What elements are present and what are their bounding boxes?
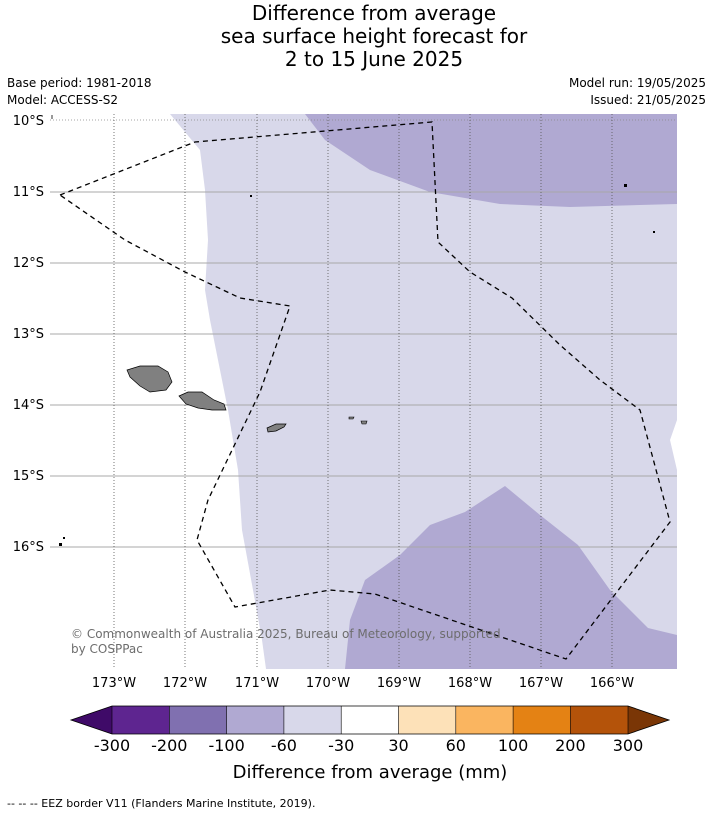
- colorbar-bin-2: [169, 706, 227, 734]
- lon-label-168w: 168°W: [448, 676, 492, 691]
- lat-label-10s: 10°S: [13, 114, 44, 129]
- lon-label-169w: 169°W: [377, 676, 421, 691]
- colorbar-tick-label: -60: [271, 736, 297, 755]
- lat-label-16s: 16°S: [13, 540, 44, 555]
- lat-label-15s: 15°S: [13, 469, 44, 484]
- lon-label-166w: 166°W: [590, 676, 634, 691]
- small-island: [653, 231, 655, 233]
- lat-label-12s: 12°S: [13, 256, 44, 271]
- eez-footnote: -- -- -- EEZ border V11 (Flanders Marine…: [7, 797, 316, 810]
- colorbar-tick-label: 60: [446, 736, 466, 755]
- colorbar-tick-label: 200: [555, 736, 586, 755]
- small-island: [51, 115, 53, 119]
- lon-label-171w: 171°W: [235, 676, 279, 691]
- colorbar-bin-3: [226, 706, 284, 734]
- lon-label-167w: 167°W: [519, 676, 563, 691]
- copyright-notice: © Commonwealth of Australia 2025, Bureau…: [71, 627, 501, 656]
- lat-label-11s: 11°S: [13, 185, 44, 200]
- map-title: Difference from average sea surface heig…: [0, 2, 713, 71]
- colorbar-tick-label: -100: [208, 736, 244, 755]
- savaii-island: [126, 365, 173, 393]
- colorbar-bin-4: [283, 706, 342, 734]
- lat-label-13s: 13°S: [13, 327, 44, 342]
- colorbar-bin-7: [455, 706, 514, 734]
- model-name: Model: ACCESS-S2: [7, 93, 119, 107]
- tutuila-island: [266, 423, 287, 433]
- title-line-2: sea surface height forecast for: [220, 24, 528, 48]
- base-period: Base period: 1981-2018: [7, 76, 152, 90]
- colorbar-tick-label: -300: [94, 736, 130, 755]
- eez-border: [58, 121, 671, 660]
- colorbar-bin-low-extend: [71, 706, 112, 734]
- map-plot-area: [50, 114, 677, 669]
- title-line-3: 2 to 15 June 2025: [284, 47, 464, 71]
- colorbar-tick-label: 30: [388, 736, 408, 755]
- lat-label-14s: 14°S: [13, 398, 44, 413]
- colorbar-tick-labels: -300 -200 -100 -60 -30 30 60 100 200 300: [94, 736, 643, 755]
- small-island: [63, 537, 65, 539]
- title-line-1: Difference from average: [251, 1, 497, 25]
- latitude-gridlines: [50, 191, 677, 548]
- issued-date: Issued: 21/05/2025: [590, 93, 706, 107]
- colorbar-title: Difference from average (mm): [233, 762, 508, 783]
- colorbar-bin-6: [398, 706, 456, 734]
- colorbar-bin-1: [112, 706, 170, 734]
- colorbar-bin-8: [513, 706, 571, 734]
- small-island: [59, 543, 62, 546]
- colorbar-bin-high-extend: [628, 706, 669, 734]
- lon-label-170w: 170°W: [306, 676, 350, 691]
- negative-anomaly-region-south: [345, 486, 677, 669]
- colorbar: -300 -200 -100 -60 -30 30 60 100 200 300…: [69, 705, 671, 783]
- meta-right: Model run: 19/05/2025 Issued: 21/05/2025: [569, 75, 706, 109]
- longitude-gridlines: [113, 114, 613, 669]
- meta-left: Base period: 1981-2018 Model: ACCESS-S2: [7, 75, 152, 109]
- negative-anomaly-region-north: [305, 114, 677, 207]
- colorbar-dividers: [111, 706, 629, 734]
- model-run: Model run: 19/05/2025: [568, 76, 706, 90]
- colorbar-tick-label: -200: [151, 736, 187, 755]
- colorbar-tick-label: -30: [328, 736, 354, 755]
- tau-island: [360, 420, 368, 425]
- colorbar-tick-label: 100: [498, 736, 529, 755]
- latitude-labels: 10°S 11°S 12°S 13°S 14°S 15°S 16°S: [13, 114, 44, 555]
- small-island: [250, 195, 252, 197]
- lon-label-173w: 173°W: [92, 676, 136, 691]
- lon-label-172w: 172°W: [163, 676, 207, 691]
- small-island: [624, 184, 627, 187]
- ofu-olosega-islands: [348, 416, 355, 420]
- colorbar-tick-label: 300: [613, 736, 644, 755]
- colorbar-bin-5: [341, 706, 399, 734]
- colorbar-bin-9: [570, 706, 628, 734]
- longitude-labels: 173°W 172°W 171°W 170°W 169°W 168°W 167°…: [92, 676, 634, 691]
- upolu-island: [178, 391, 227, 411]
